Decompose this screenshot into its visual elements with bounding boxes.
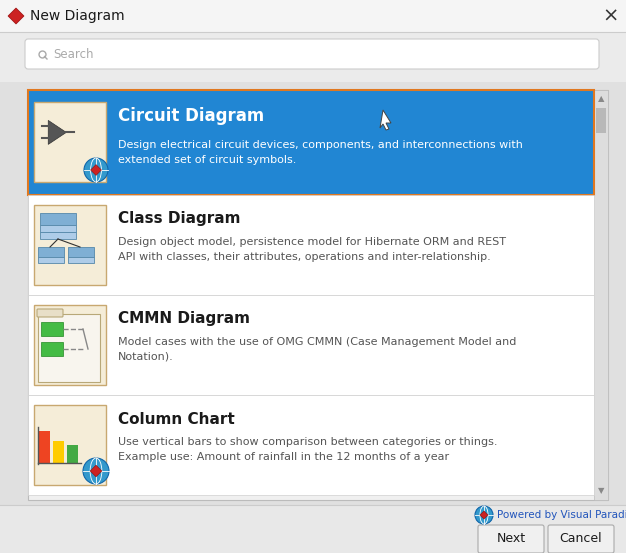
Bar <box>38 257 64 263</box>
FancyBboxPatch shape <box>38 314 100 382</box>
Bar <box>0 32 626 82</box>
Text: Search: Search <box>53 48 93 60</box>
Bar <box>38 247 64 257</box>
Polygon shape <box>91 165 101 175</box>
Bar <box>28 90 594 195</box>
Text: Use vertical bars to show comparison between categories or things.
Example use: : Use vertical bars to show comparison bet… <box>118 437 498 462</box>
Text: ▲: ▲ <box>598 95 604 103</box>
Text: Design electrical circuit devices, components, and interconnections with
extende: Design electrical circuit devices, compo… <box>118 140 523 165</box>
Bar <box>40 232 76 239</box>
Bar <box>40 213 76 225</box>
Bar <box>28 195 594 295</box>
FancyBboxPatch shape <box>548 525 614 553</box>
FancyBboxPatch shape <box>478 525 544 553</box>
Text: Column Chart: Column Chart <box>118 411 235 426</box>
Circle shape <box>475 506 493 524</box>
Bar <box>41 322 63 336</box>
Bar <box>41 342 63 356</box>
Text: Powered by Visual Paradigm Online's web diagram technology: Powered by Visual Paradigm Online's web … <box>497 510 626 520</box>
Text: ×: × <box>603 7 619 25</box>
Bar <box>0 505 626 553</box>
Bar <box>68 257 94 263</box>
Circle shape <box>83 458 109 484</box>
FancyBboxPatch shape <box>34 305 106 385</box>
Bar <box>53 441 64 463</box>
Text: Cancel: Cancel <box>560 533 602 545</box>
Text: Model cases with the use of OMG CMMN (Case Management Model and
Notation).: Model cases with the use of OMG CMMN (Ca… <box>118 337 516 362</box>
Text: New Diagram: New Diagram <box>30 9 125 23</box>
FancyBboxPatch shape <box>37 309 63 317</box>
Text: Next: Next <box>496 533 526 545</box>
FancyBboxPatch shape <box>34 205 106 285</box>
Bar <box>28 90 608 500</box>
Bar <box>594 90 608 500</box>
Polygon shape <box>8 8 24 24</box>
Text: Class Diagram: Class Diagram <box>118 211 240 227</box>
Polygon shape <box>380 110 391 130</box>
Circle shape <box>84 158 108 182</box>
FancyBboxPatch shape <box>34 405 106 485</box>
Text: ▼: ▼ <box>598 487 604 495</box>
Polygon shape <box>48 121 66 144</box>
FancyBboxPatch shape <box>34 102 106 182</box>
FancyBboxPatch shape <box>25 39 599 69</box>
Text: Design object model, persistence model for Hibernate ORM and REST
API with class: Design object model, persistence model f… <box>118 237 506 262</box>
Text: CMMN Diagram: CMMN Diagram <box>118 311 250 326</box>
Bar <box>67 445 78 463</box>
Text: Circuit Diagram: Circuit Diagram <box>118 107 264 125</box>
Polygon shape <box>480 511 488 519</box>
Polygon shape <box>90 465 102 477</box>
Bar <box>28 295 594 395</box>
Bar <box>28 395 594 495</box>
Bar <box>0 0 626 32</box>
Bar <box>596 108 606 133</box>
Bar <box>40 225 76 232</box>
Bar <box>39 431 50 463</box>
Bar <box>68 247 94 257</box>
